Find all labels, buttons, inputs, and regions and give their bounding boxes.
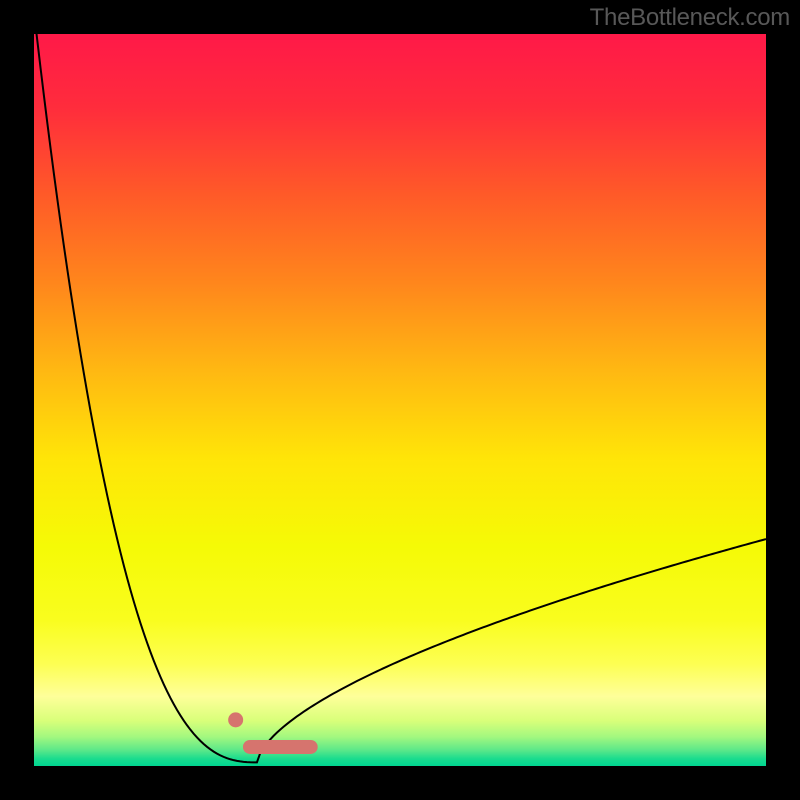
chart-plot-area	[34, 34, 766, 766]
bottleneck-chart	[0, 0, 800, 800]
watermark-text: TheBottleneck.com	[590, 4, 790, 32]
marker-dot	[228, 712, 243, 727]
